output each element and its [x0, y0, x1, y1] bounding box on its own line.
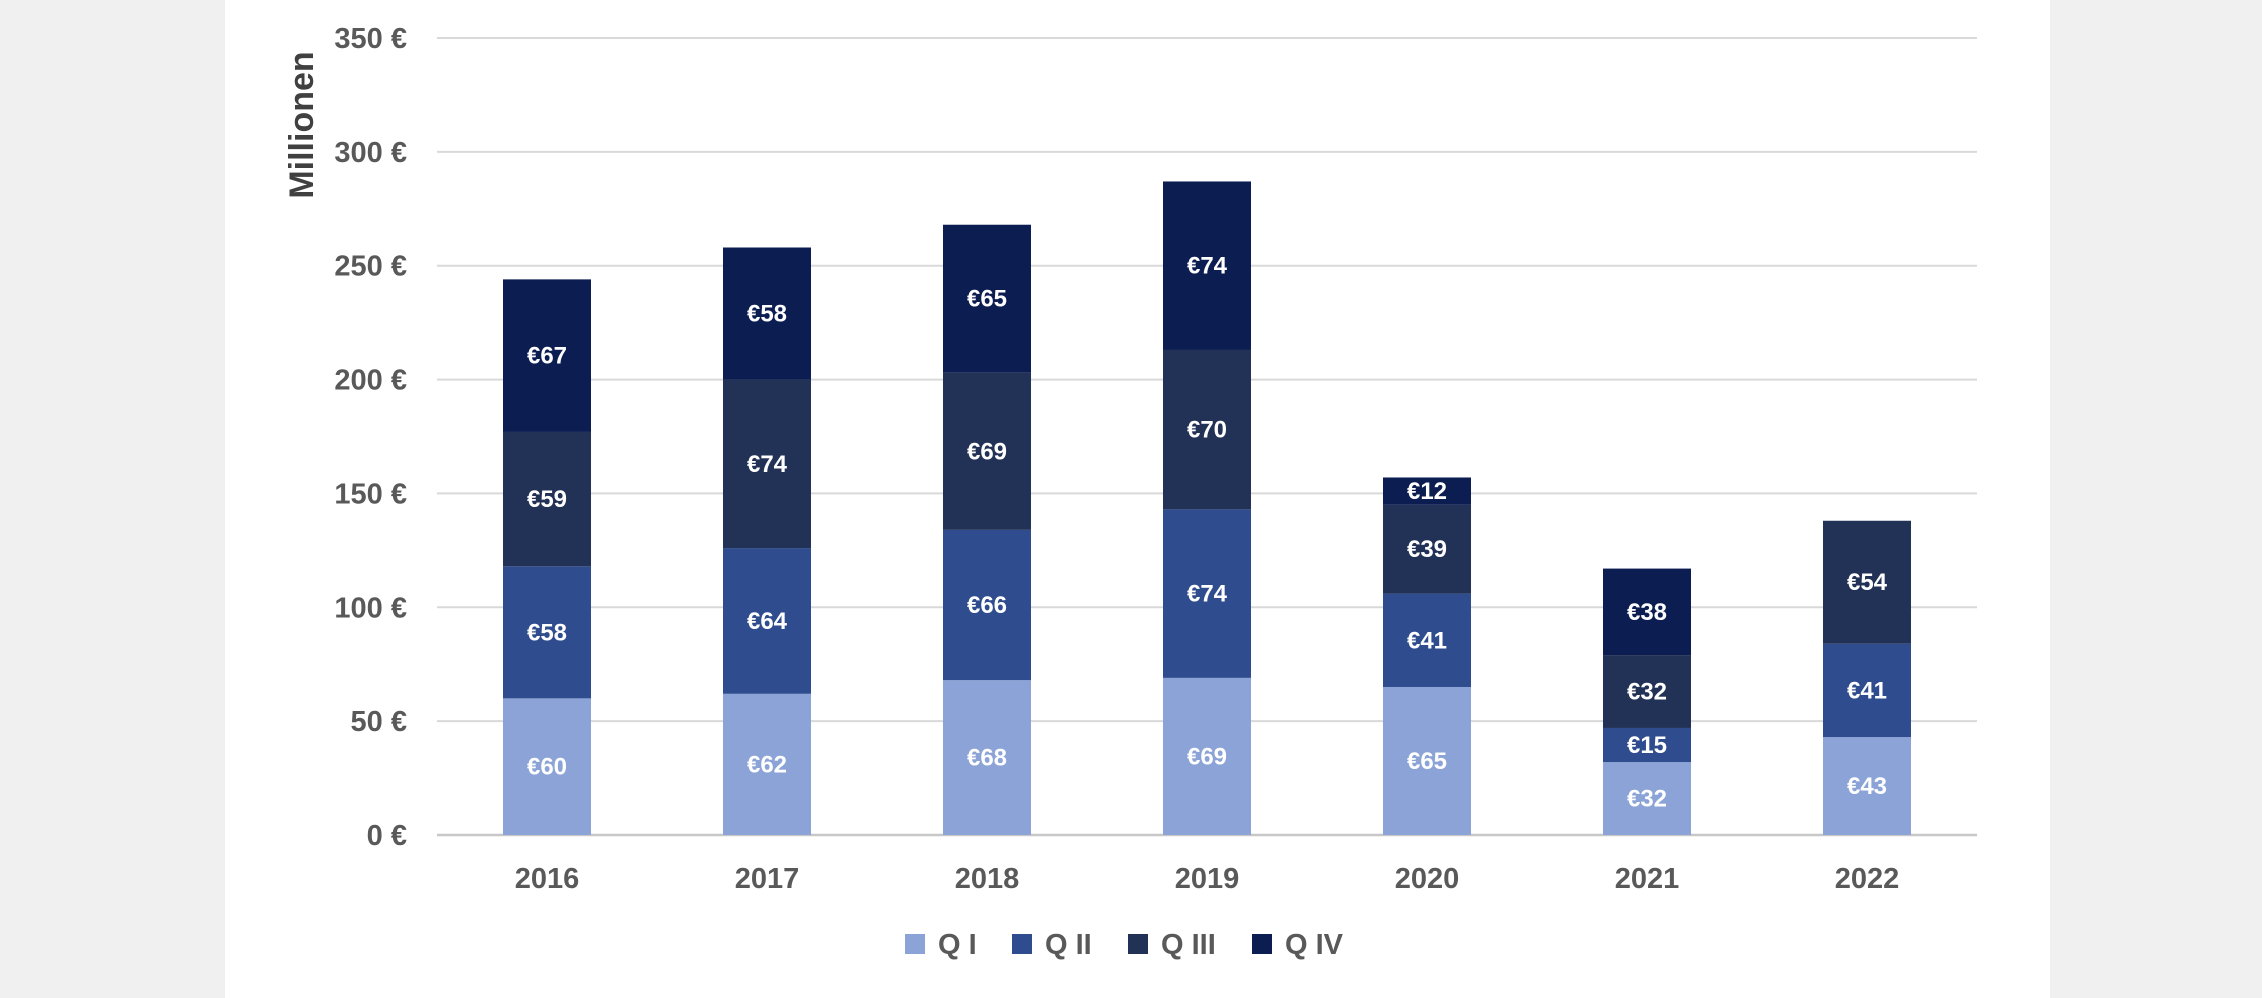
- legend-label: Q II: [1045, 929, 1092, 961]
- data-label: €74: [1187, 581, 1228, 608]
- bar-segment: [1603, 655, 1691, 728]
- x-tick-label: 2016: [515, 863, 580, 895]
- bar-segment: [503, 279, 591, 432]
- data-label: €62: [747, 751, 787, 778]
- bar-segment: [503, 698, 591, 835]
- x-tick-label: 2022: [1835, 863, 1900, 895]
- data-label: €12: [1407, 478, 1447, 505]
- bar-segment: [1383, 686, 1471, 835]
- bar-segment: [943, 224, 1031, 373]
- data-label: €60: [527, 754, 567, 781]
- legend-label: Q IV: [1285, 929, 1344, 961]
- legend-swatch: [905, 934, 925, 954]
- bar-segment: [1163, 509, 1251, 678]
- data-label: €32: [1627, 786, 1667, 813]
- bar-segment: [943, 680, 1031, 835]
- data-label: €38: [1627, 599, 1667, 626]
- data-label: €68: [967, 745, 1007, 772]
- chart-panel: 0 € 50 € 100 € 150 € 200 € 250 € 300 € 350 € Mi…: [225, 0, 2050, 998]
- bar-segment: [503, 431, 591, 567]
- data-label: €74: [1187, 253, 1228, 280]
- legend: Q I Q II Q III Q IV: [905, 929, 1344, 961]
- data-label: €67: [527, 343, 567, 370]
- data-label: €59: [527, 486, 567, 513]
- bar-segment: [1823, 520, 1911, 644]
- data-label: €74: [747, 451, 788, 478]
- bar-segment: [1383, 477, 1471, 505]
- x-tick-label: 2017: [735, 863, 800, 895]
- bar-segment: [1383, 504, 1471, 594]
- bar-segment: [1383, 593, 1471, 687]
- data-label: €41: [1847, 677, 1887, 704]
- legend-label: Q III: [1161, 929, 1216, 961]
- data-label: €39: [1407, 536, 1447, 563]
- bar-segment: [943, 529, 1031, 681]
- x-axis: 2016 2017 2018 2019 2020 2021 2022: [515, 863, 1900, 895]
- bar-segment: [1163, 181, 1251, 350]
- bar-segment: [1823, 643, 1911, 738]
- bar-segment: [943, 372, 1031, 530]
- data-label: €54: [1847, 569, 1888, 596]
- bar-segment: [1163, 677, 1251, 835]
- bar-stacks: €60 €58 €59 €67 €62 €64 €74 €58 €68 €66 €69 €65 €69 €…: [503, 181, 1911, 835]
- bar-segment: [723, 379, 811, 549]
- data-label: €15: [1627, 732, 1667, 759]
- data-label: €43: [1847, 773, 1887, 800]
- bar-segment: [1603, 568, 1691, 656]
- x-tick-label: 2019: [1175, 863, 1240, 895]
- data-label: €66: [967, 592, 1007, 619]
- bar-segment: [1603, 727, 1691, 763]
- data-label: €64: [747, 608, 788, 635]
- y-tick-label: 150 €: [334, 478, 407, 510]
- bar-segment: [1603, 762, 1691, 835]
- x-tick-label: 2021: [1615, 863, 1680, 895]
- y-tick-label: 200 €: [334, 365, 407, 397]
- legend-swatch: [1252, 934, 1272, 954]
- bar-segment: [1163, 349, 1251, 510]
- y-axis-title: Millionen: [283, 51, 321, 198]
- data-label: €58: [747, 301, 787, 328]
- data-label: €58: [527, 619, 567, 646]
- legend-swatch: [1128, 934, 1148, 954]
- y-tick-label: 50 €: [351, 706, 407, 738]
- bar-segment: [723, 693, 811, 835]
- bar-segment: [723, 247, 811, 380]
- bar-segment: [1823, 737, 1911, 835]
- data-label: €32: [1627, 679, 1667, 706]
- legend-label: Q I: [938, 929, 977, 961]
- legend-swatch: [1012, 934, 1032, 954]
- x-tick-label: 2018: [955, 863, 1020, 895]
- y-tick-label: 100 €: [334, 592, 407, 624]
- bar-segment: [503, 566, 591, 699]
- y-tick-label: 250 €: [334, 251, 407, 283]
- y-tick-label: 300 €: [334, 137, 407, 169]
- y-axis: 0 € 50 € 100 € 150 € 200 € 250 € 300 € 350 €: [334, 23, 407, 852]
- data-label: €69: [967, 438, 1007, 465]
- bar-segment: [723, 548, 811, 694]
- y-tick-label: 0 €: [367, 820, 407, 852]
- data-label: €65: [967, 286, 1007, 313]
- data-label: €69: [1187, 743, 1227, 770]
- data-label: €41: [1407, 627, 1447, 654]
- data-label: €65: [1407, 748, 1447, 775]
- data-label: €70: [1187, 417, 1227, 444]
- x-tick-label: 2020: [1395, 863, 1460, 895]
- stacked-bar-chart: 0 € 50 € 100 € 150 € 200 € 250 € 300 € 350 € Mi…: [283, 23, 1977, 961]
- y-tick-label: 350 €: [334, 23, 407, 55]
